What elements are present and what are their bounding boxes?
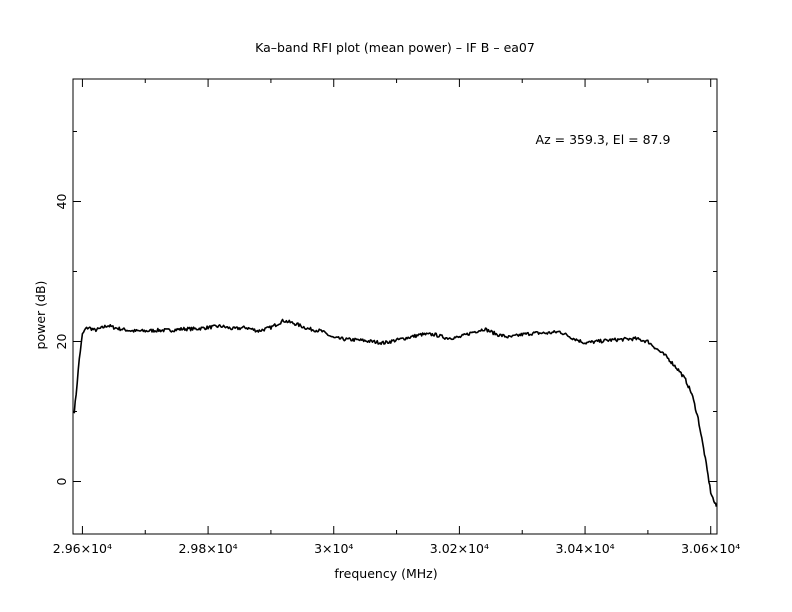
- y-axis-label: power (dB): [33, 281, 48, 350]
- x-tick-label: 3.04×10⁴: [555, 541, 614, 556]
- plot-frame: [72, 78, 718, 535]
- chart-title: Ka–band RFI plot (mean power) – IF B – e…: [255, 40, 535, 55]
- x-tick-label: 2.98×10⁴: [178, 541, 237, 556]
- y-tick-label: 0: [54, 477, 69, 485]
- y-axis-ticks: 0 20 40: [54, 131, 717, 485]
- x-axis-ticks: 2.96×10⁴ 2.98×10⁴ 3×10⁴ 3.02×10⁴ 3.04×10⁴ 3.0…: [53, 79, 740, 556]
- x-axis-label: frequency (MHz): [334, 566, 437, 581]
- y-tick-label: 40: [54, 194, 69, 210]
- x-tick-label: 3.02×10⁴: [430, 541, 489, 556]
- y-tick-label: 20: [54, 334, 69, 350]
- chart-annotation: Az = 359.3, El = 87.9: [536, 132, 671, 147]
- series-line: [73, 318, 718, 507]
- x-tick-label: 2.96×10⁴: [53, 541, 112, 556]
- x-tick-label: 3.06×10⁴: [681, 541, 740, 556]
- x-tick-label: 3×10⁴: [314, 541, 353, 556]
